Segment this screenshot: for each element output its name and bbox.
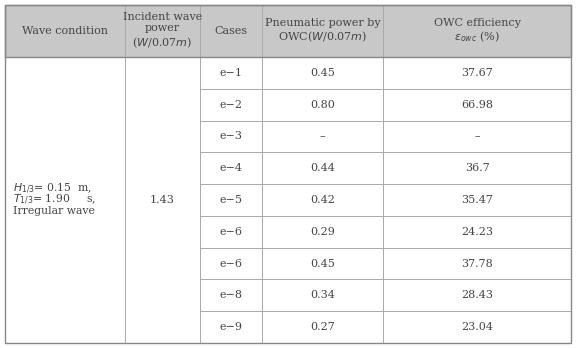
Bar bbox=[125, 57, 200, 343]
Text: Cases: Cases bbox=[214, 26, 248, 36]
Text: Wave condition: Wave condition bbox=[22, 26, 108, 36]
Text: e−6: e−6 bbox=[219, 259, 242, 269]
Text: e−5: e−5 bbox=[219, 195, 242, 205]
Bar bbox=[200, 89, 262, 120]
Bar bbox=[200, 311, 262, 343]
Bar bbox=[5, 57, 125, 343]
Text: 0.45: 0.45 bbox=[310, 68, 335, 78]
Bar bbox=[383, 184, 571, 216]
Text: e−4: e−4 bbox=[219, 163, 242, 173]
Text: 36.7: 36.7 bbox=[465, 163, 490, 173]
Bar bbox=[200, 152, 262, 184]
Text: OWC efficiency
$\epsilon_{owc}$ (%): OWC efficiency $\epsilon_{owc}$ (%) bbox=[434, 18, 521, 45]
Bar bbox=[5, 248, 125, 279]
Text: e−9: e−9 bbox=[219, 322, 242, 332]
Text: 0.27: 0.27 bbox=[310, 322, 335, 332]
Bar bbox=[383, 152, 571, 184]
Bar bbox=[5, 279, 125, 311]
Bar bbox=[125, 311, 200, 343]
Text: 0.34: 0.34 bbox=[310, 290, 335, 300]
Text: Irregular wave: Irregular wave bbox=[13, 206, 95, 216]
Bar bbox=[5, 57, 125, 343]
Bar bbox=[5, 152, 125, 184]
Text: 35.47: 35.47 bbox=[461, 195, 493, 205]
Bar bbox=[5, 184, 125, 216]
Text: $T_{1/3}$= 1.90     s,: $T_{1/3}$= 1.90 s, bbox=[13, 193, 96, 207]
Bar bbox=[200, 216, 262, 248]
Text: e−8: e−8 bbox=[219, 290, 242, 300]
Text: 0.42: 0.42 bbox=[310, 195, 335, 205]
Bar bbox=[262, 311, 383, 343]
Text: e−2: e−2 bbox=[219, 100, 242, 110]
Bar bbox=[383, 216, 571, 248]
Text: 1.43: 1.43 bbox=[150, 195, 175, 205]
Bar bbox=[5, 311, 125, 343]
Text: Pneumatic power by
OWC($W$/0.07$m$): Pneumatic power by OWC($W$/0.07$m$) bbox=[265, 18, 380, 44]
Bar bbox=[5, 89, 125, 120]
Bar bbox=[5, 5, 125, 57]
Text: e−6: e−6 bbox=[219, 227, 242, 237]
Text: e−1: e−1 bbox=[219, 68, 242, 78]
Text: –: – bbox=[320, 132, 325, 141]
Bar bbox=[262, 216, 383, 248]
Text: 0.45: 0.45 bbox=[310, 259, 335, 269]
Bar bbox=[125, 248, 200, 279]
Bar bbox=[383, 248, 571, 279]
Bar bbox=[262, 5, 383, 57]
Text: 23.04: 23.04 bbox=[461, 322, 493, 332]
Bar bbox=[262, 152, 383, 184]
Bar bbox=[200, 5, 262, 57]
Bar bbox=[5, 5, 571, 57]
Bar bbox=[125, 120, 200, 152]
Bar bbox=[200, 184, 262, 216]
Bar bbox=[5, 57, 125, 89]
Bar bbox=[383, 89, 571, 120]
Bar bbox=[262, 57, 383, 89]
Bar bbox=[200, 248, 262, 279]
Bar bbox=[125, 279, 200, 311]
Text: 37.67: 37.67 bbox=[461, 68, 493, 78]
Bar bbox=[200, 279, 262, 311]
Bar bbox=[383, 279, 571, 311]
Text: 0.29: 0.29 bbox=[310, 227, 335, 237]
Text: e−3: e−3 bbox=[219, 132, 242, 141]
Text: –: – bbox=[474, 132, 480, 141]
Bar bbox=[262, 279, 383, 311]
Bar bbox=[262, 89, 383, 120]
Bar bbox=[5, 216, 125, 248]
Bar bbox=[125, 152, 200, 184]
Bar bbox=[383, 120, 571, 152]
Text: 24.23: 24.23 bbox=[461, 227, 493, 237]
Bar bbox=[125, 57, 200, 89]
Bar bbox=[200, 120, 262, 152]
Text: Incident wave
power
($W$/0.07$m$): Incident wave power ($W$/0.07$m$) bbox=[123, 12, 202, 50]
Bar bbox=[383, 5, 571, 57]
Bar bbox=[125, 5, 200, 57]
Bar bbox=[262, 120, 383, 152]
Bar bbox=[383, 311, 571, 343]
Bar bbox=[125, 89, 200, 120]
Text: $H_{1/3}$= 0.15  m,: $H_{1/3}$= 0.15 m, bbox=[13, 182, 92, 196]
Bar bbox=[125, 57, 200, 343]
Text: 0.80: 0.80 bbox=[310, 100, 335, 110]
Bar bbox=[200, 57, 262, 89]
Bar bbox=[383, 57, 571, 89]
Bar bbox=[125, 184, 200, 216]
Text: 37.78: 37.78 bbox=[461, 259, 493, 269]
Text: 66.98: 66.98 bbox=[461, 100, 493, 110]
Bar bbox=[262, 248, 383, 279]
Bar bbox=[262, 184, 383, 216]
Text: 0.44: 0.44 bbox=[310, 163, 335, 173]
Bar bbox=[5, 120, 125, 152]
Text: 28.43: 28.43 bbox=[461, 290, 493, 300]
Bar bbox=[125, 216, 200, 248]
